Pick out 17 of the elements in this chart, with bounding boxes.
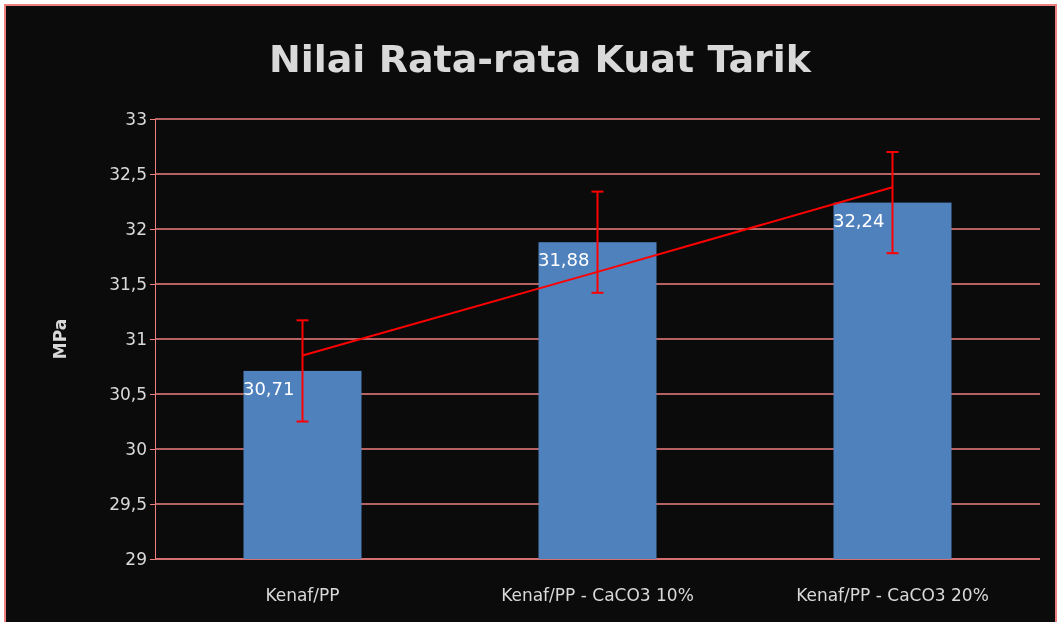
x-tick-label: Kenaf/PP — [265, 585, 340, 606]
x-tick-label: Kenaf/PP - CaCO3 10% — [501, 585, 694, 606]
y-tick-label: 32 — [125, 218, 147, 239]
data-label: 31,88 — [537, 249, 590, 271]
y-tick-label: 29 — [125, 548, 147, 569]
y-axis-title: MPa — [50, 318, 70, 360]
data-label: 32,24 — [832, 209, 885, 231]
data-label: 30,71 — [242, 377, 295, 399]
chart-title: Nilai Rata-rata Kuat Tarik — [268, 37, 812, 81]
y-tick-label: 30,5 — [109, 383, 147, 404]
y-tick-label: 32,5 — [109, 163, 147, 184]
y-tick-label: 33 — [125, 108, 147, 129]
x-tick-label: Kenaf/PP - CaCO3 20% — [796, 585, 989, 606]
y-tick-label: 30 — [125, 438, 147, 459]
y-tick-label: 31,5 — [109, 273, 147, 294]
y-tick-label: 29,5 — [109, 493, 147, 514]
y-tick-label: 31 — [125, 328, 147, 349]
